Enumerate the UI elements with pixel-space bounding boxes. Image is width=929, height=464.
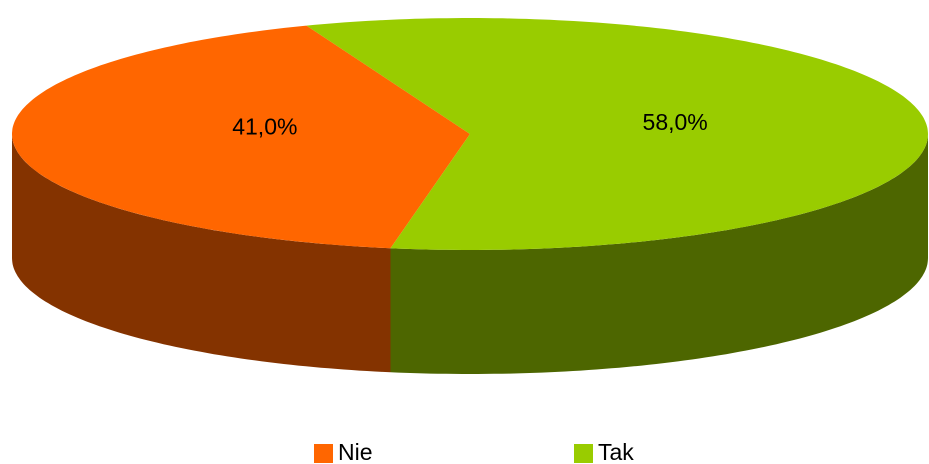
data-label: 58,0% (643, 109, 708, 135)
pie-slice (306, 18, 928, 250)
legend-swatch (314, 444, 333, 463)
legend-label: Nie (338, 439, 373, 464)
pie-side (12, 134, 391, 373)
legend-label: Tak (598, 439, 634, 464)
pie-side (390, 134, 928, 374)
legend-swatch (574, 444, 593, 463)
data-label: 41,0% (232, 113, 297, 139)
pie-slice (12, 25, 470, 249)
